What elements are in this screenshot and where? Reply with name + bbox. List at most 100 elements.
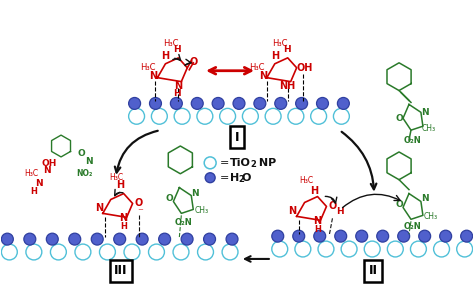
Text: CH₃: CH₃ [424, 212, 438, 221]
Circle shape [333, 108, 349, 124]
Text: H: H [310, 186, 319, 196]
Circle shape [212, 97, 224, 109]
Circle shape [293, 230, 305, 242]
Circle shape [181, 233, 193, 245]
Text: ⁻: ⁻ [137, 207, 144, 217]
Text: N: N [43, 166, 51, 175]
Circle shape [1, 233, 13, 245]
Text: H: H [161, 51, 170, 61]
Circle shape [318, 241, 334, 257]
Circle shape [410, 241, 427, 257]
Text: N: N [149, 71, 157, 81]
Text: =: = [220, 158, 229, 168]
Circle shape [124, 244, 140, 260]
Text: N: N [191, 189, 199, 198]
Circle shape [1, 244, 17, 260]
Circle shape [341, 241, 357, 257]
Text: 2: 2 [250, 160, 256, 169]
Text: CH₃: CH₃ [422, 124, 436, 133]
Text: =: = [220, 173, 229, 183]
Circle shape [69, 233, 81, 245]
Circle shape [288, 108, 304, 124]
Circle shape [148, 244, 164, 260]
Text: H: H [283, 45, 291, 54]
Circle shape [136, 233, 148, 245]
Text: H: H [117, 180, 125, 190]
Circle shape [461, 230, 473, 242]
Circle shape [46, 233, 58, 245]
Circle shape [128, 108, 145, 124]
Circle shape [151, 108, 167, 124]
Circle shape [174, 108, 190, 124]
Text: H₃C: H₃C [24, 169, 38, 178]
Circle shape [275, 97, 287, 109]
Text: O: O [77, 149, 85, 158]
Text: O: O [395, 114, 403, 123]
Text: H₃C: H₃C [249, 63, 264, 72]
Circle shape [272, 230, 284, 242]
Text: II: II [369, 264, 378, 277]
Text: H: H [337, 207, 344, 216]
Circle shape [419, 230, 431, 242]
Circle shape [50, 244, 66, 260]
Text: N: N [289, 206, 297, 216]
Text: TiO: TiO [230, 158, 251, 168]
Text: O: O [165, 194, 173, 204]
Text: N: N [95, 203, 103, 213]
Circle shape [222, 244, 238, 260]
Text: H₃C: H₃C [140, 63, 155, 72]
Circle shape [457, 241, 473, 257]
Text: H: H [230, 173, 239, 183]
Text: O₂N: O₂N [404, 222, 422, 231]
Text: III: III [114, 264, 128, 277]
Text: O₂N: O₂N [404, 136, 422, 145]
Text: N: N [174, 81, 182, 91]
Circle shape [75, 244, 91, 260]
Circle shape [191, 97, 203, 109]
Circle shape [440, 230, 452, 242]
Text: O: O [189, 57, 197, 67]
Circle shape [377, 230, 389, 242]
Text: H₃C: H₃C [109, 173, 124, 182]
Text: N: N [421, 108, 428, 117]
Text: H₃C: H₃C [163, 40, 178, 48]
Text: OH: OH [296, 63, 313, 73]
Circle shape [233, 97, 245, 109]
Text: H: H [173, 89, 181, 98]
Circle shape [310, 108, 327, 124]
Circle shape [242, 108, 258, 124]
Circle shape [204, 233, 216, 245]
Text: O: O [395, 200, 403, 209]
Circle shape [434, 241, 449, 257]
Circle shape [173, 244, 189, 260]
Text: O₂N: O₂N [174, 218, 192, 227]
Text: N: N [85, 157, 93, 166]
Text: O: O [328, 201, 337, 212]
Text: H: H [173, 45, 181, 54]
Circle shape [26, 244, 42, 260]
Text: 2: 2 [238, 175, 244, 184]
Circle shape [159, 233, 171, 245]
Text: H: H [271, 51, 279, 61]
Circle shape [91, 233, 103, 245]
Text: H₃C: H₃C [272, 40, 288, 48]
Text: N: N [36, 179, 43, 188]
Text: H: H [120, 222, 127, 231]
Circle shape [295, 241, 311, 257]
Circle shape [170, 97, 182, 109]
Circle shape [272, 241, 288, 257]
Circle shape [128, 97, 141, 109]
Circle shape [198, 244, 213, 260]
Circle shape [205, 173, 215, 183]
Circle shape [254, 97, 266, 109]
Text: N: N [313, 216, 321, 226]
Text: O: O [135, 199, 143, 209]
Text: N: N [421, 194, 428, 204]
Circle shape [387, 241, 403, 257]
Text: H: H [30, 186, 36, 196]
Circle shape [114, 233, 126, 245]
Circle shape [265, 108, 281, 124]
Text: O: O [242, 173, 251, 183]
Circle shape [197, 108, 213, 124]
Text: N: N [259, 71, 267, 81]
